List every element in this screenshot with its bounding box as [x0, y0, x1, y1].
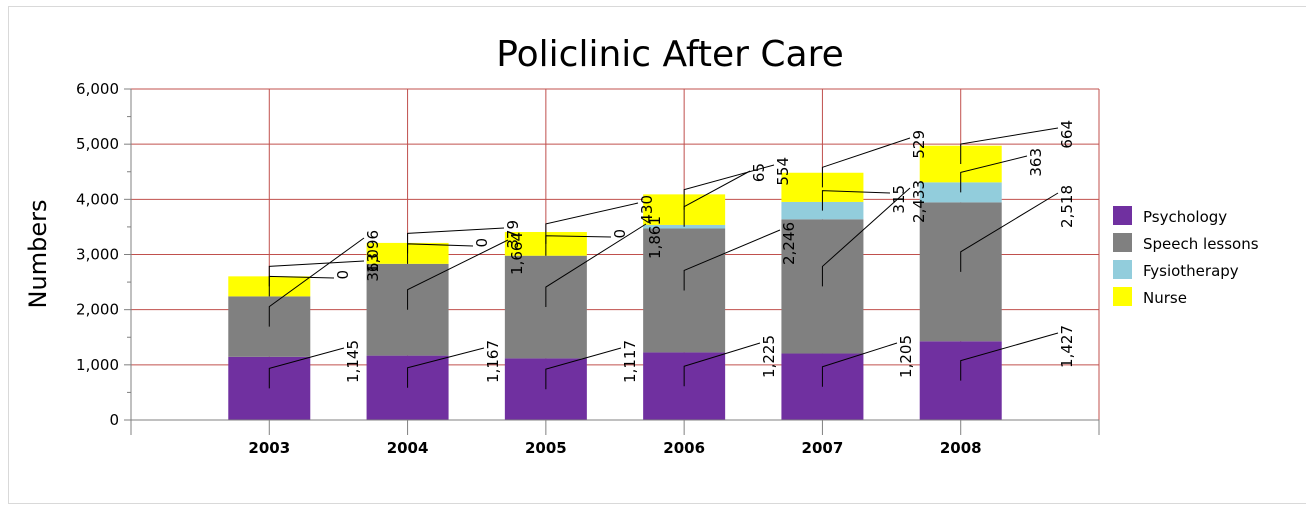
data-label-psychology-2007: 1,205 [897, 335, 915, 378]
data-label-speech-lessons-2008: 2,518 [1058, 185, 1076, 228]
data-label-psychology-2004: 1,167 [484, 340, 502, 383]
legend-swatch-nurse [1113, 287, 1132, 306]
data-label-nurse-2008: 664 [1058, 120, 1076, 149]
y-axis-title: Numbers [24, 200, 52, 309]
data-label-nurse-2006: 554 [774, 157, 792, 186]
data-label-fysiotherapy-2007: 315 [890, 185, 908, 214]
data-label-psychology-2008: 1,427 [1058, 325, 1076, 368]
x-tick-label-2008: 2008 [940, 439, 982, 457]
data-label-nurse-2003: 363 [364, 253, 382, 282]
data-label-fysiotherapy-2008: 363 [1027, 148, 1045, 177]
legend: Psychology Speech lessons Fysiotherapy Nurs… [1113, 206, 1259, 307]
y-tick-label: 6,000 [76, 80, 119, 98]
legend-swatch-speech-lessons [1113, 233, 1132, 252]
x-tick-label-2003: 2003 [248, 439, 290, 457]
x-tick-label-2006: 2006 [663, 439, 705, 457]
legend-swatch-psychology [1113, 206, 1132, 225]
data-label-psychology-2006: 1,225 [760, 335, 778, 378]
legend-label-speech-lessons: Speech lessons [1143, 235, 1259, 253]
data-label-fysiotherapy-2005: 0 [611, 229, 629, 239]
data-label-nurse-2007: 529 [910, 130, 928, 159]
y-tick-label: 4,000 [76, 190, 119, 208]
legend-label-psychology: Psychology [1143, 208, 1227, 226]
data-label-psychology-2003: 1,145 [344, 340, 362, 383]
legend-label-nurse: Nurse [1143, 289, 1187, 307]
data-label-nurse-2005: 430 [638, 195, 656, 224]
data-label-nurse-2004: 379 [504, 220, 522, 249]
legend-swatch-fysiotherapy [1113, 260, 1132, 279]
legend-label-fysiotherapy: Fysiotherapy [1143, 262, 1239, 280]
x-tick-label-2005: 2005 [525, 439, 567, 457]
data-label-fysiotherapy-2004: 0 [473, 238, 491, 248]
data-label-psychology-2005: 1,117 [621, 340, 639, 383]
data-label-fysiotherapy-2003: 0 [334, 270, 352, 280]
y-tick-label: 3,000 [76, 246, 119, 264]
y-tick-label: 1,000 [76, 356, 119, 374]
chart-title: Policlinic After Care [496, 34, 844, 75]
x-tick-label-2004: 2004 [387, 439, 429, 457]
y-tick-label: 5,000 [76, 135, 119, 153]
data-label-fysiotherapy-2006: 65 [750, 163, 768, 182]
x-tick-label-2007: 2007 [802, 439, 844, 457]
y-tick-label: 2,000 [76, 301, 119, 319]
y-tick-label: 0 [109, 411, 119, 429]
data-label-speech-lessons-2006: 2,246 [780, 222, 798, 265]
data-label-speech-lessons-2007: 2,433 [910, 180, 928, 223]
